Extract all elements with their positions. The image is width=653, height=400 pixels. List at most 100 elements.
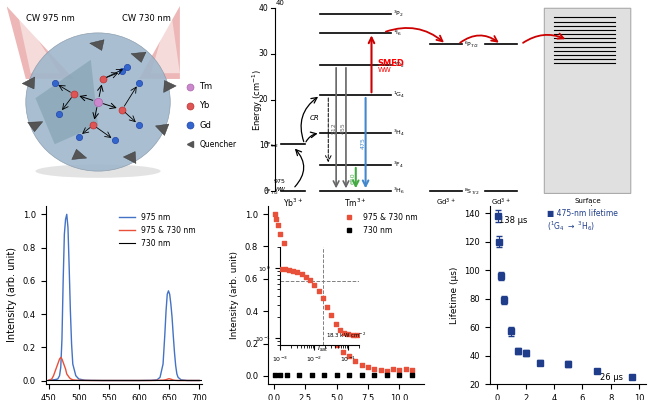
Point: [369, 366, 379, 372]
975 & 730 nm: [195, 378, 203, 383]
975 & 730 nm: [171, 378, 179, 383]
Polygon shape: [22, 77, 35, 89]
Polygon shape: [27, 122, 42, 132]
975 nm: [61, 232, 69, 237]
Point: [381, 368, 392, 374]
975 nm: [111, 378, 119, 383]
Text: WW: WW: [274, 188, 285, 192]
Text: 10: 10: [259, 141, 268, 150]
Polygon shape: [89, 40, 104, 50]
975 & 730 nm: [63, 372, 71, 376]
Point: [313, 313, 323, 319]
Text: CR: CR: [310, 115, 319, 121]
Text: Tm$^{3+}$: Tm$^{3+}$: [345, 197, 367, 209]
975 nm: [147, 378, 155, 383]
Text: $\times 10^3$: $\times 10^3$: [276, 0, 295, 4]
975 & 730 nm: [87, 378, 95, 383]
Text: 138 μs: 138 μs: [500, 216, 528, 225]
Text: $^3$F$_4$: $^3$F$_4$: [393, 160, 404, 170]
Point: [319, 324, 329, 330]
Polygon shape: [131, 52, 146, 62]
Point: [281, 372, 292, 379]
Text: Gd: Gd: [199, 120, 211, 130]
Text: Quencher: Quencher: [199, 140, 236, 149]
975 nm: [48, 378, 56, 382]
Polygon shape: [151, 6, 180, 73]
Point: [407, 372, 417, 379]
975 & 730 nm: [99, 378, 107, 383]
Text: 975: 975: [274, 179, 286, 184]
975 & 730 nm: [61, 363, 69, 368]
Point: [271, 216, 281, 222]
975 nm: [67, 308, 74, 313]
975 nm: [63, 212, 71, 217]
Text: $^6$P$_{7/2}$: $^6$P$_{7/2}$: [464, 40, 479, 49]
Point: [306, 372, 317, 379]
Polygon shape: [35, 60, 98, 144]
Text: ■ 475-nm lifetime: ■ 475-nm lifetime: [547, 209, 618, 218]
975 & 730 nm: [65, 375, 73, 380]
Point: [375, 367, 386, 374]
975 & 730 nm: [54, 363, 61, 368]
975 nm: [45, 378, 53, 383]
Text: $^3$H$_4$: $^3$H$_4$: [393, 128, 406, 138]
Point: [281, 248, 292, 254]
Text: 475: 475: [360, 137, 366, 149]
975 nm: [68, 342, 76, 346]
Text: 26 μs: 26 μs: [599, 373, 622, 382]
975 & 730 nm: [123, 378, 131, 383]
975 nm: [165, 288, 172, 293]
Text: $^3$P$_2$: $^3$P$_2$: [393, 9, 404, 19]
Polygon shape: [7, 6, 74, 79]
975 & 730 nm: [69, 378, 76, 382]
Text: $^2$F$_{5/2}$: $^2$F$_{5/2}$: [264, 140, 279, 149]
Text: Yb$^{3+}$: Yb$^{3+}$: [283, 197, 303, 209]
975 nm: [87, 378, 95, 383]
975 nm: [58, 337, 66, 342]
975 nm: [135, 378, 143, 383]
975 nm: [177, 378, 185, 382]
Text: $^2$F$_{7/2}$: $^2$F$_{7/2}$: [264, 186, 279, 196]
Point: [388, 366, 398, 373]
Polygon shape: [72, 149, 87, 160]
FancyBboxPatch shape: [545, 8, 631, 194]
975 nm: [75, 377, 83, 382]
Text: $^1$D$_2$: $^1$D$_2$: [393, 60, 406, 70]
Line: 975 nm: 975 nm: [49, 214, 199, 380]
975 & 730 nm: [59, 360, 67, 365]
975 & 730 nm: [64, 373, 72, 378]
975 nm: [174, 375, 182, 380]
975 nm: [65, 265, 73, 270]
Point: [394, 372, 404, 379]
Text: 40: 40: [276, 0, 284, 6]
975 & 730 nm: [50, 373, 57, 378]
975 & 730 nm: [58, 357, 66, 362]
975 & 730 nm: [168, 378, 176, 382]
Text: Gd$^{3+}$: Gd$^{3+}$: [491, 197, 511, 208]
Point: [350, 358, 360, 364]
Point: [344, 353, 355, 360]
975 & 730 nm: [170, 378, 178, 382]
Point: [294, 372, 304, 379]
Point: [394, 367, 404, 374]
Point: [357, 361, 367, 368]
Polygon shape: [155, 124, 169, 136]
Point: [363, 364, 374, 370]
Point: [270, 211, 280, 217]
Ellipse shape: [25, 33, 170, 171]
975 & 730 nm: [61, 367, 69, 372]
975 nm: [59, 278, 67, 283]
Text: Energy (cm$^{-1}$): Energy (cm$^{-1}$): [250, 69, 264, 130]
975 & 730 nm: [67, 376, 74, 381]
975 nm: [56, 373, 63, 378]
Text: SMED: SMED: [377, 59, 404, 68]
Point: [400, 366, 411, 373]
975 nm: [123, 378, 131, 383]
975 & 730 nm: [52, 367, 60, 372]
Point: [369, 372, 379, 379]
Point: [270, 372, 281, 379]
Text: $^3$H$_6$: $^3$H$_6$: [393, 186, 406, 196]
975 & 730 nm: [147, 378, 155, 383]
Text: 20: 20: [259, 95, 268, 104]
975 nm: [168, 315, 176, 320]
